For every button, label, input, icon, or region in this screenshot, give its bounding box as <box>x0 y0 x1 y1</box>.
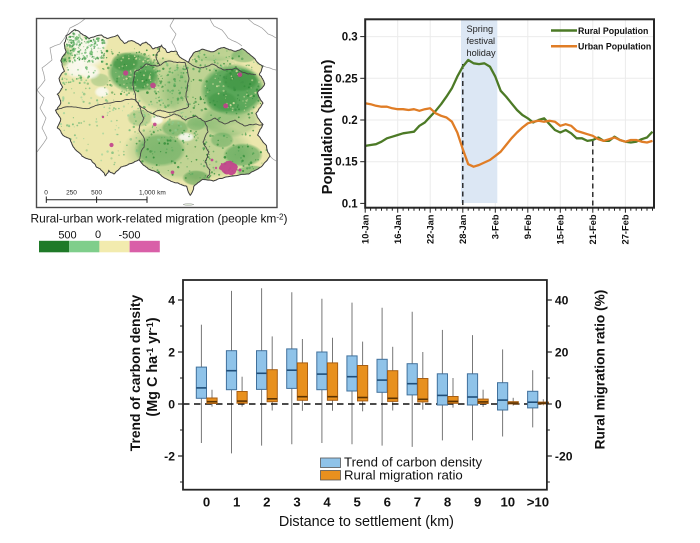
svg-text:Trend of carbon density: Trend of carbon density <box>128 294 143 451</box>
svg-text:Rural-urban work-related migra: Rural-urban work-related migration (peop… <box>31 211 288 225</box>
svg-text:0: 0 <box>168 398 175 412</box>
svg-text:10-Jan: 10-Jan <box>360 214 370 244</box>
svg-text:holiday: holiday <box>467 48 497 58</box>
svg-text:0: 0 <box>44 190 48 197</box>
svg-text:0: 0 <box>555 398 562 412</box>
svg-text:250: 250 <box>66 190 77 197</box>
svg-text:0.2: 0.2 <box>342 115 358 127</box>
svg-text:3-Feb: 3-Feb <box>491 214 501 239</box>
svg-text:Population (billion): Population (billion) <box>320 60 336 195</box>
svg-text:15-Feb: 15-Feb <box>556 214 566 244</box>
svg-text:festival: festival <box>467 36 496 46</box>
svg-text:0.15: 0.15 <box>335 157 358 169</box>
svg-text:Spring: Spring <box>467 24 494 34</box>
svg-text:21-Feb: 21-Feb <box>588 214 598 244</box>
svg-text:>10: >10 <box>527 495 549 510</box>
svg-text:-20: -20 <box>555 450 573 464</box>
svg-text:0.1: 0.1 <box>342 198 359 210</box>
svg-text:(Mg C ha-1 yr-1): (Mg C ha-1 yr-1) <box>145 317 161 416</box>
svg-text:10: 10 <box>500 495 515 510</box>
svg-text:500: 500 <box>91 190 102 197</box>
svg-text:20: 20 <box>555 346 569 360</box>
svg-text:4: 4 <box>323 495 331 510</box>
svg-text:28-Jan: 28-Jan <box>458 214 468 244</box>
svg-text:4: 4 <box>168 294 175 308</box>
svg-text:22-Jan: 22-Jan <box>425 214 435 244</box>
svg-text:-2: -2 <box>164 450 175 464</box>
svg-text:0: 0 <box>95 229 101 241</box>
svg-text:6: 6 <box>384 495 391 510</box>
svg-text:7: 7 <box>414 495 421 510</box>
svg-text:16-Jan: 16-Jan <box>393 214 403 244</box>
svg-text:Rural Population: Rural Population <box>578 26 648 36</box>
svg-text:Trend of carbon density: Trend of carbon density <box>344 455 482 470</box>
svg-text:9-Feb: 9-Feb <box>523 214 533 239</box>
svg-text:27-Feb: 27-Feb <box>621 214 631 244</box>
svg-text:0.3: 0.3 <box>342 32 358 44</box>
svg-text:-500: -500 <box>118 230 140 242</box>
svg-text:8: 8 <box>444 495 451 510</box>
svg-text:Rural migration ratio (%): Rural migration ratio (%) <box>593 290 608 450</box>
svg-text:2: 2 <box>168 346 175 360</box>
svg-text:Rural migration ratio: Rural migration ratio <box>344 467 463 482</box>
svg-text:5: 5 <box>354 495 361 510</box>
svg-text:1: 1 <box>233 495 240 510</box>
svg-text:2: 2 <box>263 495 270 510</box>
svg-text:9: 9 <box>474 495 481 510</box>
svg-text:Distance to settlement (km): Distance to settlement (km) <box>279 514 454 530</box>
svg-text:40: 40 <box>555 294 569 308</box>
svg-text:1,000 km: 1,000 km <box>139 190 166 197</box>
svg-text:500: 500 <box>58 230 76 242</box>
svg-text:Urban Population: Urban Population <box>578 42 651 52</box>
svg-text:3: 3 <box>293 495 300 510</box>
svg-text:0.25: 0.25 <box>335 73 358 85</box>
svg-text:0: 0 <box>203 495 210 510</box>
